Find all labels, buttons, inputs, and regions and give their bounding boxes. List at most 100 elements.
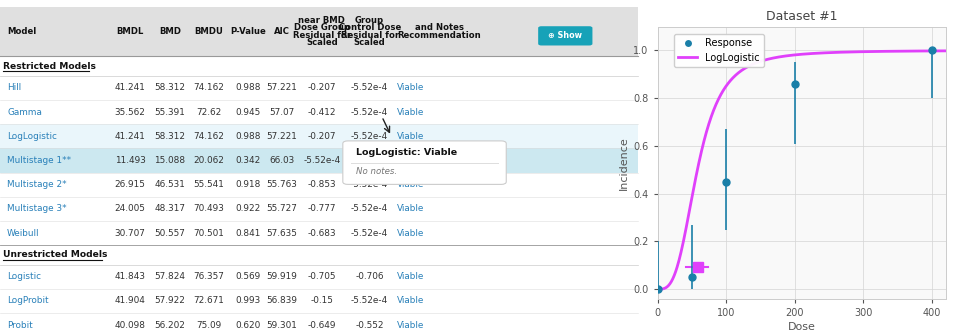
Text: 76.357: 76.357 <box>193 272 225 281</box>
Bar <box>0 245 638 265</box>
Text: Weibull: Weibull <box>7 229 39 238</box>
Text: 55.541: 55.541 <box>193 180 225 189</box>
Text: 0.918: 0.918 <box>235 180 260 189</box>
Text: -0.705: -0.705 <box>307 272 336 281</box>
Text: 26.915: 26.915 <box>115 180 146 189</box>
Text: 57.221: 57.221 <box>267 83 298 92</box>
Text: Model: Model <box>8 27 36 36</box>
Text: -5.52e-4: -5.52e-4 <box>351 108 388 117</box>
Text: 56.839: 56.839 <box>267 296 298 305</box>
Text: Multistage 3*: Multistage 3* <box>7 205 66 213</box>
Text: 74.162: 74.162 <box>193 132 225 141</box>
Text: 70.493: 70.493 <box>193 205 225 213</box>
Text: BMDU: BMDU <box>194 27 223 36</box>
Text: Viable: Viable <box>397 108 424 117</box>
Text: LogLogistic: LogLogistic <box>7 132 57 141</box>
Text: 75.09: 75.09 <box>196 321 222 330</box>
Bar <box>0 197 638 221</box>
Text: -5.52e-4: -5.52e-4 <box>351 205 388 213</box>
Text: 0.922: 0.922 <box>235 205 260 213</box>
Text: 56.202: 56.202 <box>155 321 185 330</box>
Text: 40.098: 40.098 <box>115 321 146 330</box>
Text: 57.635: 57.635 <box>267 229 298 238</box>
Text: 11.493: 11.493 <box>115 156 146 165</box>
Bar <box>0 100 638 124</box>
Text: LogLogistic: Viable: LogLogistic: Viable <box>355 148 457 157</box>
Title: Dataset #1: Dataset #1 <box>766 10 837 23</box>
Bar <box>0 56 638 76</box>
Text: Restricted Models: Restricted Models <box>3 61 96 71</box>
Text: 74.162: 74.162 <box>193 83 225 92</box>
Text: 57.221: 57.221 <box>267 132 298 141</box>
Legend: Response, LogLogistic: Response, LogLogistic <box>674 34 763 67</box>
Text: Unrestricted Models: Unrestricted Models <box>3 250 108 260</box>
Text: -5.52e-4: -5.52e-4 <box>303 156 341 165</box>
Text: 41.241: 41.241 <box>115 83 146 92</box>
Text: -0.683: -0.683 <box>307 229 336 238</box>
Text: Residual for: Residual for <box>293 31 350 40</box>
Text: 0.988: 0.988 <box>235 83 260 92</box>
Text: Gamma: Gamma <box>7 108 42 117</box>
Text: 20.062: 20.062 <box>193 156 225 165</box>
Text: 66.03: 66.03 <box>270 156 295 165</box>
Text: 55.391: 55.391 <box>155 108 185 117</box>
Y-axis label: Incidence: Incidence <box>619 136 629 190</box>
Text: 57.07: 57.07 <box>270 108 295 117</box>
Text: -0.207: -0.207 <box>307 132 336 141</box>
Text: -0.649: -0.649 <box>307 321 336 330</box>
Text: 30.707: 30.707 <box>115 229 146 238</box>
Text: 0.945: 0.945 <box>235 108 260 117</box>
Text: -0.15: -0.15 <box>310 296 333 305</box>
Text: 57.922: 57.922 <box>155 296 185 305</box>
Text: -5.52e-4: -5.52e-4 <box>351 83 388 92</box>
Text: Viable: Viable <box>397 132 424 141</box>
Text: 0.569: 0.569 <box>235 272 260 281</box>
Text: 58.312: 58.312 <box>155 132 185 141</box>
Text: Scaled: Scaled <box>306 39 338 47</box>
Text: -5.52e-4: -5.52e-4 <box>351 229 388 238</box>
Text: Multistage 2*: Multistage 2* <box>7 180 66 189</box>
X-axis label: Dose: Dose <box>787 322 816 332</box>
Text: 41.904: 41.904 <box>115 296 146 305</box>
Text: 59.301: 59.301 <box>267 321 298 330</box>
Bar <box>0 265 638 289</box>
Text: P-Value: P-Value <box>229 27 266 36</box>
Text: 48.317: 48.317 <box>155 205 185 213</box>
Text: BMDL: BMDL <box>116 27 144 36</box>
Text: BMD: BMD <box>158 27 180 36</box>
Text: -0.853: -0.853 <box>307 180 336 189</box>
Text: Viable: Viable <box>397 83 424 92</box>
Text: 24.005: 24.005 <box>115 205 146 213</box>
Text: Multistage 1**: Multistage 1** <box>7 156 71 165</box>
FancyBboxPatch shape <box>343 141 506 184</box>
FancyBboxPatch shape <box>539 26 592 45</box>
Text: Dose Group: Dose Group <box>294 23 349 32</box>
Text: -0.207: -0.207 <box>307 83 336 92</box>
Text: 58.312: 58.312 <box>155 83 185 92</box>
Text: 0.993: 0.993 <box>235 296 260 305</box>
Text: 57.824: 57.824 <box>155 272 185 281</box>
Text: Scaled: Scaled <box>353 39 386 47</box>
Text: Hill: Hill <box>7 83 21 92</box>
Text: 55.763: 55.763 <box>267 180 298 189</box>
Text: 70.501: 70.501 <box>193 229 225 238</box>
Bar <box>0 289 638 313</box>
Bar <box>0 148 638 173</box>
Text: 0.841: 0.841 <box>235 229 260 238</box>
Text: 0.620: 0.620 <box>235 321 260 330</box>
Text: -5.52e-4: -5.52e-4 <box>351 296 388 305</box>
Bar <box>0 76 638 100</box>
Text: Recommendation: Recommendation <box>397 31 481 40</box>
Text: LogProbit: LogProbit <box>7 296 49 305</box>
Text: Recomm...: Recomm... <box>397 156 444 165</box>
Text: 0.342: 0.342 <box>235 156 260 165</box>
Text: -0.706: -0.706 <box>355 272 384 281</box>
Text: Control Dose: Control Dose <box>339 23 400 32</box>
Text: 46.531: 46.531 <box>155 180 185 189</box>
Text: AIC: AIC <box>275 27 290 36</box>
Text: Residual for: Residual for <box>341 31 398 40</box>
Text: 41.241: 41.241 <box>115 132 146 141</box>
Text: Viable: Viable <box>397 180 424 189</box>
Text: -5.52e-4: -5.52e-4 <box>351 156 388 165</box>
Text: 59.919: 59.919 <box>267 272 298 281</box>
